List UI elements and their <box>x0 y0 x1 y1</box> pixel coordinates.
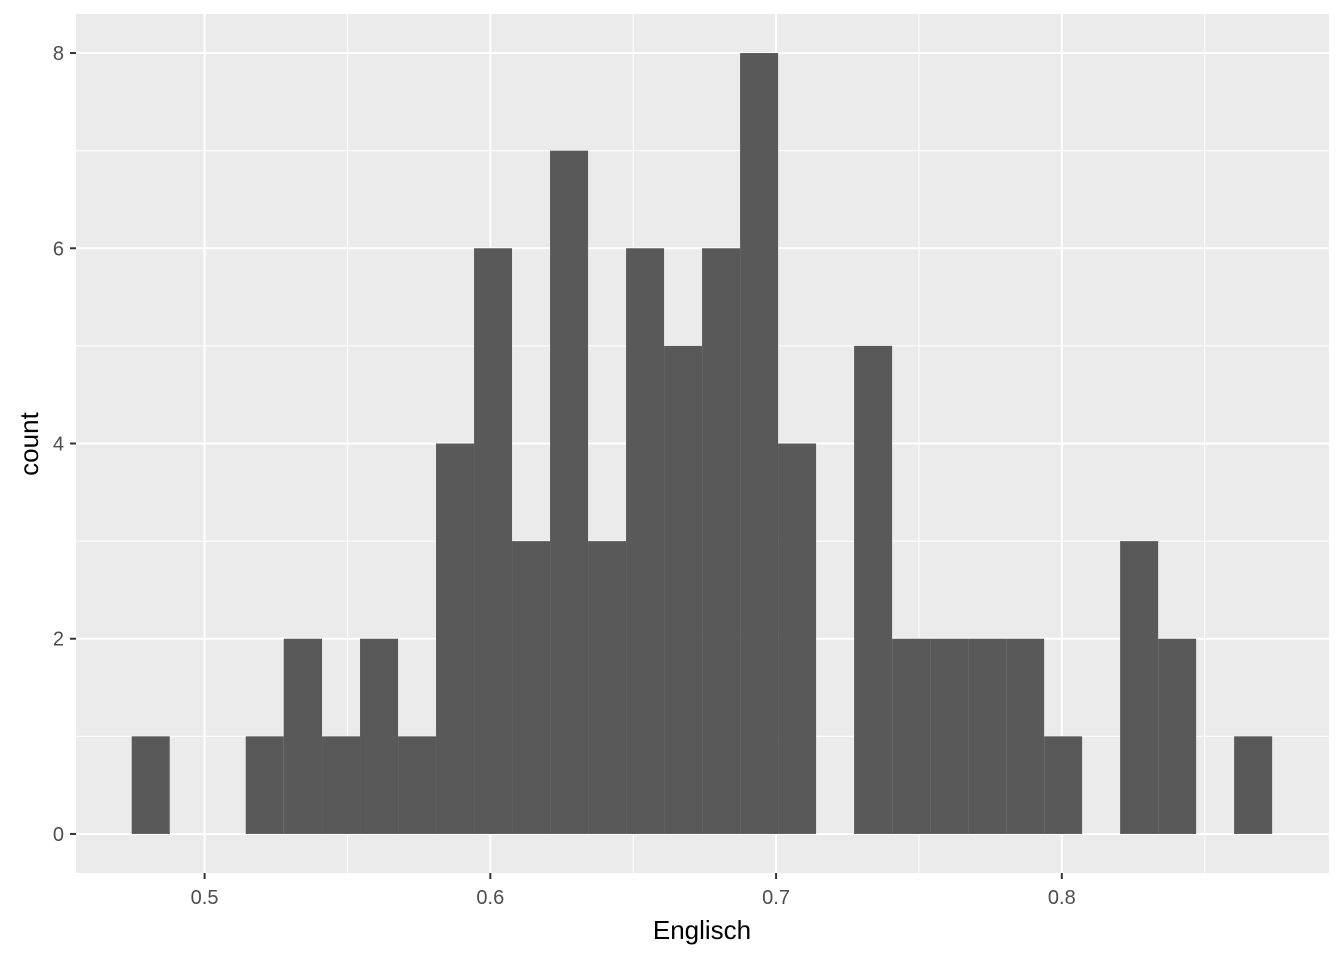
histogram-bar <box>588 541 627 834</box>
histogram-bar <box>512 541 551 834</box>
histogram-bar <box>131 736 170 834</box>
histogram-bar <box>1006 638 1045 834</box>
y-tick-label: 8 <box>53 43 64 65</box>
x-axis-title: Englisch <box>653 915 751 945</box>
histogram-bar <box>322 736 361 834</box>
histogram-bar <box>968 638 1007 834</box>
histogram-bar <box>1158 638 1197 834</box>
histogram-bar <box>854 345 893 834</box>
histogram-bar <box>740 53 779 834</box>
histogram-bar <box>930 638 969 834</box>
histogram-bar <box>626 248 665 834</box>
y-axis-title: count <box>14 411 44 475</box>
y-tick-label: 6 <box>53 238 64 260</box>
y-tick-label: 4 <box>53 434 64 456</box>
x-tick-label: 0.7 <box>762 887 790 909</box>
histogram-bar <box>892 638 931 834</box>
histogram-bar <box>550 150 589 834</box>
histogram-bar <box>283 638 323 834</box>
histogram-bar <box>474 248 513 834</box>
histogram-bar <box>398 736 437 834</box>
x-tick-label: 0.6 <box>476 887 504 909</box>
histogram-bar <box>360 638 399 834</box>
histogram-bar <box>1044 736 1083 834</box>
y-tick-label: 0 <box>53 824 64 846</box>
y-tick-label: 2 <box>53 629 64 651</box>
x-axis: 0.5 0.6 0.7 0.8 <box>191 873 1076 909</box>
x-tick-label: 0.5 <box>191 887 219 909</box>
histogram-bar <box>245 736 284 834</box>
histogram-bar <box>1234 736 1273 834</box>
histogram-bar <box>664 345 703 834</box>
histogram-bar <box>702 248 741 834</box>
histogram-bar <box>778 443 817 834</box>
histogram-bars <box>131 53 1273 834</box>
histogram-bar <box>1120 541 1159 834</box>
y-axis: 0 2 4 6 8 <box>53 43 76 846</box>
x-tick-label: 0.8 <box>1048 887 1076 909</box>
histogram-bar <box>436 443 475 834</box>
